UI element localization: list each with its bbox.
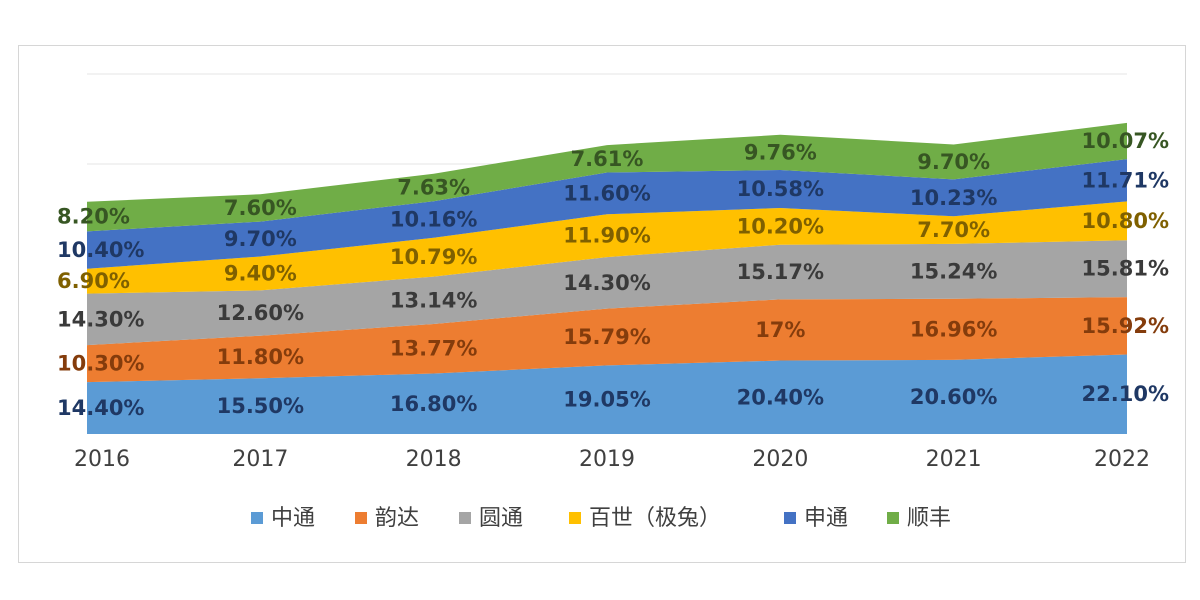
data-labels: 14.40% 15.50% 16.80% 19.05% 20.40% 20.60% 22.1… [57, 129, 1169, 420]
x-tick-label: 2022 [1094, 447, 1150, 472]
legend-label: 中通 [271, 506, 315, 531]
data-label: 7.61% [571, 147, 644, 171]
data-label: 11.90% [563, 224, 650, 248]
data-label: 10.58% [737, 177, 824, 201]
data-label: 7.63% [397, 175, 470, 199]
data-label: 6.90% [57, 269, 130, 293]
data-label: 13.14% [390, 288, 477, 312]
x-tick-label: 2020 [752, 447, 808, 472]
data-label: 8.20% [57, 205, 130, 229]
stacked-area-chart: 14.40% 15.50% 16.80% 19.05% 20.40% 20.60% 22.1… [57, 73, 1169, 531]
data-label: 10.30% [57, 352, 144, 376]
data-label: 9.40% [224, 261, 297, 285]
data-label: 10.20% [737, 214, 824, 238]
legend-label: 百世（极兔） [589, 506, 721, 531]
data-label: 20.60% [910, 385, 997, 409]
data-label: 13.77% [390, 337, 477, 361]
data-label: 10.07% [1082, 129, 1169, 153]
legend-swatch [459, 512, 471, 524]
area-series-2 [87, 240, 1127, 346]
data-label: 16.96% [910, 317, 997, 341]
data-label: 15.81% [1082, 257, 1169, 281]
data-label: 9.70% [917, 150, 990, 174]
area-series-5 [87, 122, 1127, 232]
data-label: 7.70% [917, 218, 990, 242]
data-label: 10.40% [57, 238, 144, 262]
data-label: 9.70% [224, 227, 297, 251]
data-label: 17% [755, 318, 805, 342]
data-label: 20.40% [737, 385, 824, 409]
data-label: 14.40% [57, 396, 144, 420]
legend-label: 顺丰 [907, 506, 951, 531]
data-label: 19.05% [563, 388, 650, 412]
data-label: 15.92% [1082, 314, 1169, 338]
x-tick-label: 2019 [579, 447, 635, 472]
legend-swatch [784, 512, 796, 524]
data-label: 15.17% [737, 260, 824, 284]
data-label: 14.30% [563, 271, 650, 295]
area-series-3 [87, 201, 1127, 294]
area-series [87, 122, 1127, 434]
data-label: 10.79% [390, 245, 477, 269]
x-tick-label: 2018 [406, 447, 462, 472]
legend-swatch [569, 512, 581, 524]
legend-swatch [887, 512, 899, 524]
data-label: 11.60% [563, 181, 650, 205]
legend-label: 圆通 [479, 506, 523, 531]
area-series-1 [87, 297, 1127, 383]
x-tick-label: 2017 [232, 447, 288, 472]
chart-frame: 14.40% 15.50% 16.80% 19.05% 20.40% 20.60% 22.1… [18, 45, 1186, 563]
data-label: 10.80% [1082, 209, 1169, 233]
data-label: 10.16% [390, 208, 477, 232]
data-label: 15.24% [910, 259, 997, 283]
data-label: 11.71% [1082, 168, 1169, 192]
data-label: 22.10% [1082, 382, 1169, 406]
data-label: 11.80% [217, 345, 304, 369]
legend-label: 申通 [804, 506, 848, 531]
area-series-0 [87, 354, 1127, 434]
data-label: 10.23% [910, 186, 997, 210]
x-tick-label: 2016 [74, 447, 130, 472]
data-label: 7.60% [224, 196, 297, 220]
data-label: 14.30% [57, 307, 144, 331]
data-label: 9.76% [744, 140, 817, 164]
data-label: 15.50% [217, 394, 304, 418]
legend-swatch [355, 512, 367, 524]
legend: 中通 韵达 圆通 百世（极兔） 申通 顺丰 [251, 506, 951, 531]
x-axis: 2016 2017 2018 2019 2020 2021 2022 [74, 447, 1150, 472]
data-label: 16.80% [390, 392, 477, 416]
area-series-4 [87, 159, 1127, 269]
legend-swatch [251, 512, 263, 524]
data-label: 15.79% [563, 325, 650, 349]
data-label: 12.60% [217, 301, 304, 325]
x-tick-label: 2021 [926, 447, 982, 472]
legend-label: 韵达 [375, 506, 419, 531]
